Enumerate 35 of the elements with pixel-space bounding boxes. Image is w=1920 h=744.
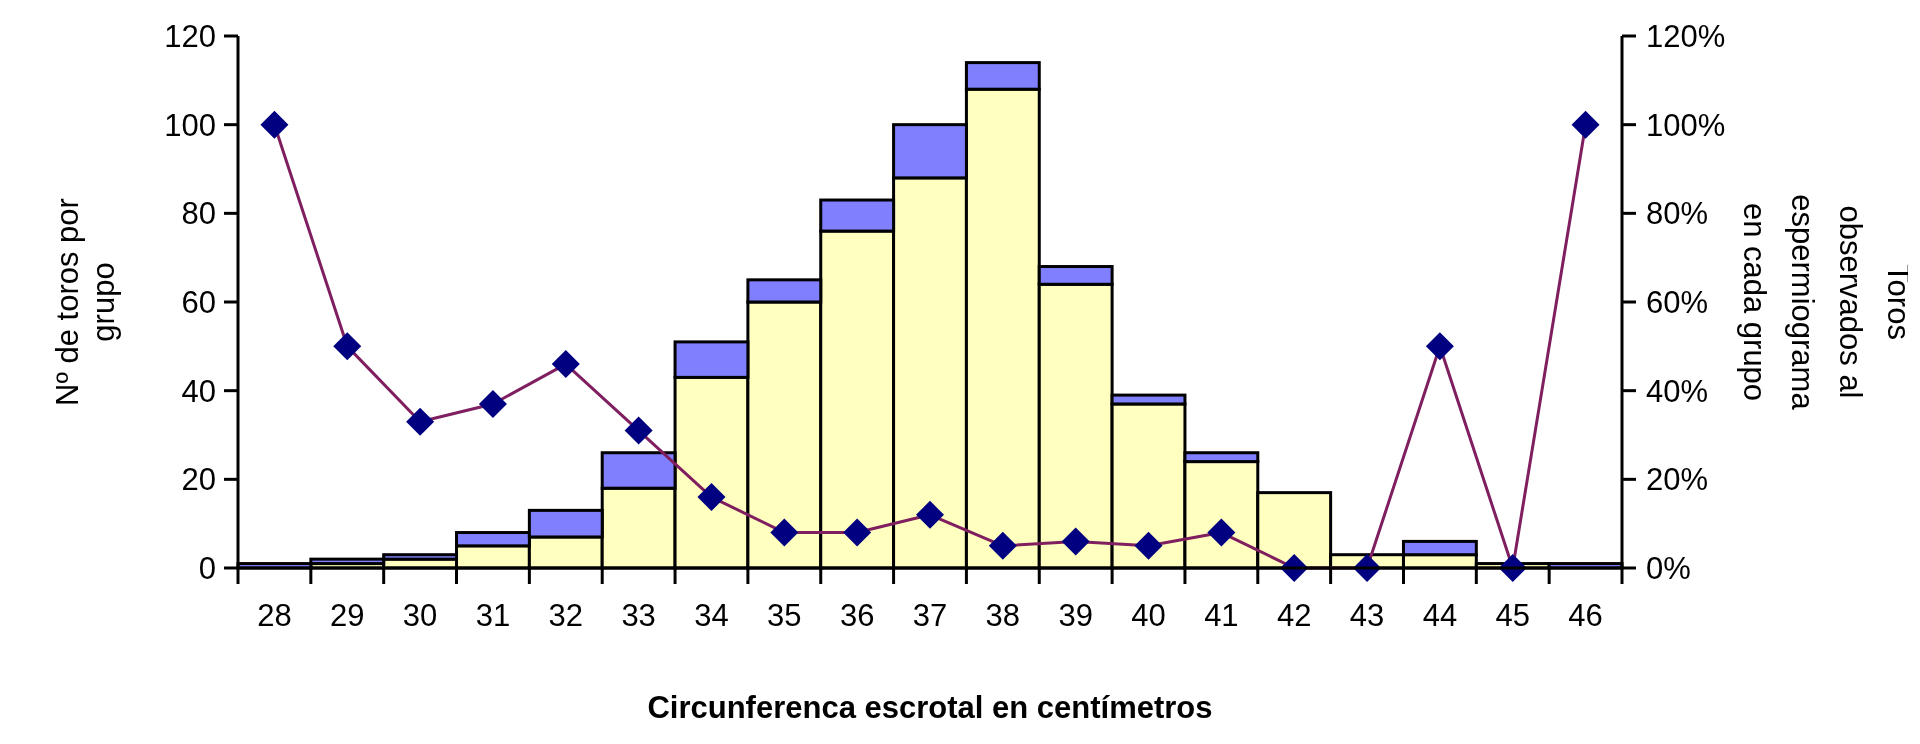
y2-tick-label: 120% [1646,18,1726,54]
y-tick-label: 40 [181,373,216,409]
y-tick-label: 100 [164,107,216,143]
x-tick-label: 34 [694,598,729,633]
x-tick-label: 39 [1058,598,1093,633]
y-tick-label: 60 [181,284,216,320]
x-tick-label: 35 [767,598,802,633]
y2-tick-label: 40% [1646,373,1709,409]
x-tick-label: 28 [257,598,292,633]
x-tick-label: 30 [402,598,438,633]
y2-tick-label: 100% [1646,107,1726,143]
x-tick-label: 42 [1276,598,1312,633]
x-tick-label: 43 [1349,598,1385,633]
x-tick-label: 33 [621,598,656,633]
x-tick-label: 46 [1568,598,1603,633]
x-tick-label: 38 [985,598,1021,633]
y2-tick-label: 20% [1646,462,1709,498]
y-axis-title: Nº de toros por grupo [50,198,121,406]
x-tick-label: 44 [1422,598,1458,633]
y2-tick-label: 80% [1646,196,1709,232]
x-tick-label: 45 [1495,598,1530,633]
y-tick-label: 80 [181,196,216,232]
x-tick-label: 40 [1131,598,1166,633]
y-tick-label: 20 [181,462,216,498]
x-tick-label: 32 [548,598,584,633]
y2-tick-label: 60% [1646,284,1709,320]
x-tick-label: 36 [839,598,875,633]
y-tick-label: 0 [198,550,216,586]
x-tick-label: 31 [475,598,511,633]
x-axis-title: Circunferenca escrotal en centímetros [647,690,1213,725]
x-tick-label: 37 [912,598,948,633]
y2-tick-label: 0% [1646,550,1691,586]
x-tick-label: 41 [1204,598,1239,633]
x-tick-label: 29 [330,598,365,633]
y-tick-label: 120 [164,18,216,54]
